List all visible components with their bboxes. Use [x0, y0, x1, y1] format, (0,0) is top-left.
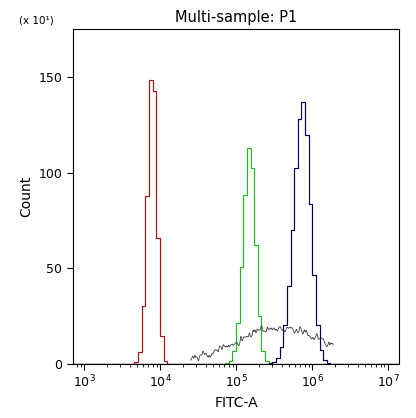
Y-axis label: Count: Count [19, 176, 33, 217]
X-axis label: FITC-A: FITC-A [214, 396, 258, 410]
Text: (x 10¹): (x 10¹) [19, 16, 54, 26]
Title: Multi-sample: P1: Multi-sample: P1 [175, 10, 297, 25]
